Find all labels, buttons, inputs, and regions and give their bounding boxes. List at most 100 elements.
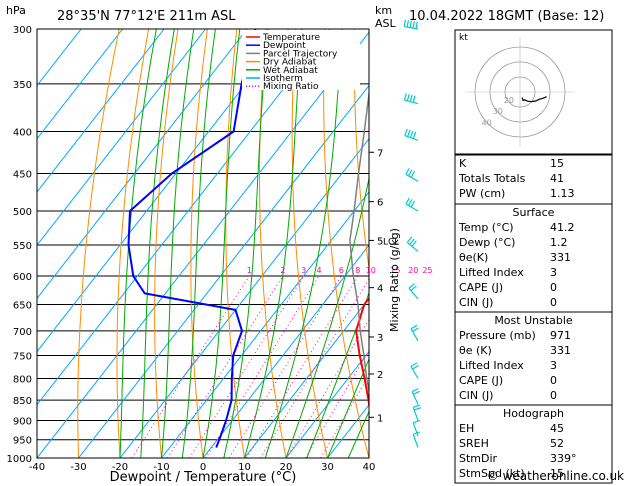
mixing-ratio-tick-label: 4 [316,266,321,275]
hodograph-ring-label: 20 [504,96,514,105]
temperature-tick-label: 10 [238,462,251,473]
most-unstable-row-label: CAPE (J) [459,374,503,387]
legend-label: Dry Adiabat [263,58,317,68]
wind-barb-flag [412,327,419,332]
most-unstable-row-label: Pressure (mb) [459,329,536,342]
mixing-ratio-line [260,278,369,458]
isotherm-line [161,191,369,458]
hodograph-ring-label: 40 [482,118,492,127]
pressure-tick-label: 600 [13,272,32,283]
wind-barb-flag [409,94,413,102]
wind-barb [406,241,419,252]
wind-barb [408,287,419,300]
indices-row-label: PW (cm) [459,187,505,200]
wet-adiabat-line [306,291,369,458]
most-unstable-row-value: 331 [550,344,571,357]
wind-barb-flag [410,362,418,367]
most-unstable-row-label: Lifted Index [459,359,524,372]
hodograph-unit-label: kt [459,33,468,43]
isotherm-line [119,137,369,458]
isotherm-line [37,29,207,246]
isotherm-line [244,297,369,458]
wind-barb-flag [413,419,420,424]
series-parcel-trajectory-line [349,88,369,396]
mixing-ratio-axis-label: Mixing Ratio (g/kg) [388,228,401,332]
most-unstable-row-value: 971 [550,329,571,342]
isotherm-line [37,31,369,458]
surface-box [454,203,613,313]
legend-label: Parcel Trajectory [263,49,338,59]
x-axis-label: Dewpoint / Temperature (°C) [110,470,297,485]
wind-barb [404,25,419,30]
wind-barb-flag [414,407,422,411]
dry-adiabat-line [116,29,150,458]
km-tick-label: 3 [377,333,383,344]
wind-barb [412,407,419,421]
temperature-tick-label: -30 [70,462,86,473]
most-unstable-box [454,311,613,406]
wind-barb-flag [405,167,410,175]
plot-frame [36,28,370,459]
hodograph-table-row-label: StmSpd (kt) [459,467,525,480]
wind-barb-flag [413,390,420,395]
wet-adiabat-line [161,29,195,458]
wet-adiabat-line [264,29,343,458]
hodograph-table-row-value: 45 [550,422,564,435]
surface-row-value: 0 [550,281,557,294]
isotherm-line [37,29,248,300]
hodograph-table-row-value: 52 [550,437,564,450]
wind-barb-flag [410,324,418,330]
wind-barb-flag [410,285,417,292]
hodograph-table-row-label: SREH [459,437,489,450]
wind-barb-flag [411,240,417,247]
hodograph-table-row-label: StmDir [459,452,498,465]
isotherm-line [37,29,124,140]
km-tick-label: 4 [377,284,383,295]
indices-row-value: 1.13 [550,187,575,200]
pressure-tick-label: 700 [13,327,32,338]
temperature-tick-label: 40 [363,462,376,473]
mixing-ratio-line [188,275,305,458]
legend-label: Dewpoint [263,41,306,51]
most-unstable-row-label: θe (K) [459,344,492,357]
wet-adiabat-line [119,29,157,458]
mixing-ratio-tick-label: 20 [408,266,418,275]
wind-barb-flag [406,93,410,102]
indices-row-value: 15 [550,157,564,170]
wind-barb [405,173,419,182]
km-tick-label: 7 [377,148,383,159]
hpa-unit-label: hPa [6,4,26,17]
mixing-ratio-tick-label: 3 [301,266,306,275]
isotherm-line [37,29,331,406]
hodograph-table-row-value: 15 [550,467,564,480]
asl-unit-label: ASL [375,17,397,30]
indices-row-value: 41 [550,172,564,185]
wind-barb [411,391,419,405]
wind-barb-flag [404,128,408,136]
pressure-tick-label: 750 [13,351,32,362]
isotherm-line [37,29,165,193]
surface-row-label: Lifted Index [459,266,524,279]
wind-barb [404,134,419,141]
surface-row-label: CAPE (J) [459,281,503,294]
hodograph-table-box [454,404,613,484]
most-unstable-title: Most Unstable [494,314,573,327]
temperature-tick-label: 20 [280,462,293,473]
temperature-tick-label: 0 [200,462,206,473]
surface-row-value: 331 [550,251,571,264]
isotherm-line [285,350,369,458]
mixing-ratio-labels: 1 2 3 4 6 8 10 15 20 25 [247,266,433,275]
mixing-ratio-tick-label: 1 [247,266,252,275]
wind-barbs [403,19,422,448]
dry-adiabat-line [225,29,245,458]
hodograph-table-row-value: 339° [550,452,577,465]
pressure-tick-label: 350 [13,80,32,91]
wind-barb-flag [408,283,415,289]
location-title: 28°35'N 77°12'E 211m ASL [57,9,236,24]
wind-barb-flag [410,170,416,178]
pressure-tick-label: 900 [13,416,32,427]
km-unit-label: km [375,4,392,17]
background-lines [37,29,369,458]
